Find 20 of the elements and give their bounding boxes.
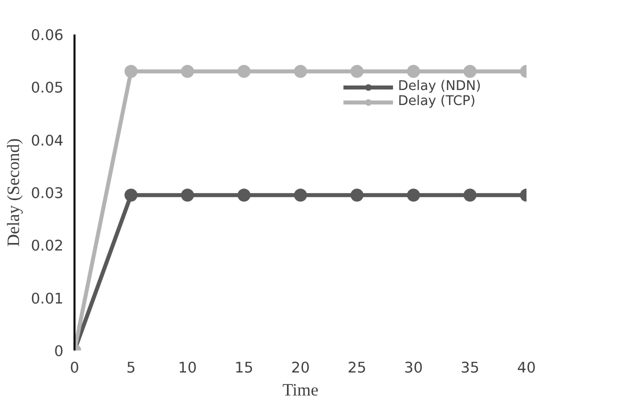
x-tick-label: 35 [460,360,480,376]
legend-label: Delay (NDN) [398,79,481,94]
y-tick-label: 0.04 [30,132,64,150]
x-tick-label: 30 [404,360,423,376]
y-tick-label: 0.02 [30,238,64,255]
x-tick-label: 5 [126,360,136,376]
legend-label: Delay (TCP) [398,94,476,109]
x-tick-label: 20 [291,360,310,376]
y-tick-label: 0.05 [30,80,64,97]
x-axis-title: Time [282,380,319,400]
y-tick-label: 0.01 [30,290,64,308]
x-tick-label: 25 [348,360,366,376]
x-tick-label: 10 [178,360,197,376]
y-tick-label: 0.03 [30,185,64,202]
x-tick-label: 15 [234,360,254,376]
x-tick-label: 0 [70,360,80,376]
y-axis-title: Delay (Second) [4,138,23,247]
y-tick-label: 0.06 [30,27,64,44]
y-tick-label: 0 [54,343,64,360]
x-tick-label: 40 [517,360,536,376]
